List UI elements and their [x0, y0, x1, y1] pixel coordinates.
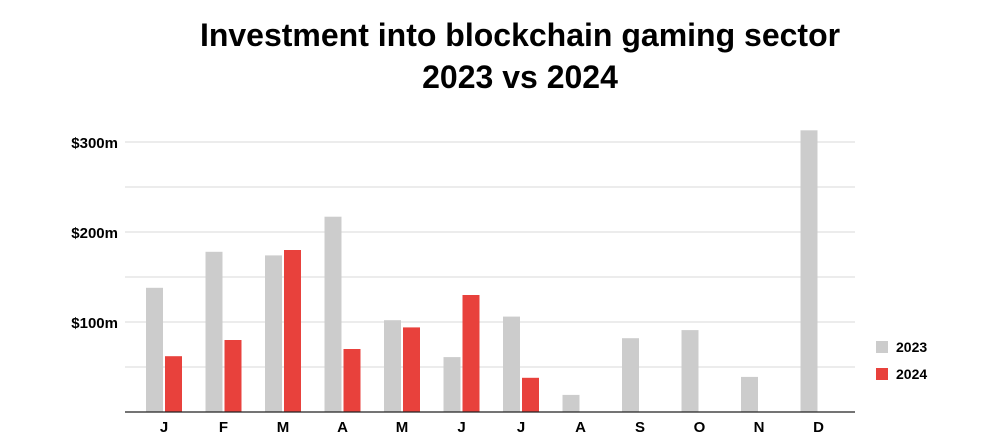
bar-2024-7: [522, 377, 539, 412]
chart-title: Investment into blockchain gaming sector…: [0, 14, 1000, 98]
bar-2023-8: [562, 394, 580, 412]
bar-2023-11: [741, 376, 758, 412]
x-category-label: S: [635, 419, 645, 436]
x-category-label: J: [517, 419, 525, 436]
bar-2024-4: [343, 349, 361, 412]
bar-2023-6: [443, 357, 461, 412]
x-category-label: J: [160, 419, 168, 436]
x-category-label: M: [277, 419, 290, 436]
bar-2023-2: [205, 251, 223, 412]
y-axis-ticks: $100m $200m $300m: [71, 135, 118, 332]
bar-2023-9: [622, 338, 639, 412]
x-category-label: D: [813, 419, 824, 436]
gridlines: [125, 141, 855, 368]
bar-2023-7: [503, 316, 520, 412]
x-category-label: N: [754, 419, 765, 436]
legend: 2023 2024: [876, 339, 927, 382]
x-category-label: M: [396, 419, 409, 436]
x-category-label: F: [219, 419, 228, 436]
legend-label-2023: 2023: [896, 339, 927, 355]
bar-2024-2: [224, 340, 242, 412]
bar-2024-6: [462, 295, 480, 412]
legend-swatch-2024: [876, 368, 888, 380]
y-tick-label: $300m: [71, 135, 118, 152]
y-tick-label: $200m: [71, 225, 118, 242]
bar-2023-10: [681, 330, 699, 412]
x-category-label: J: [457, 419, 465, 436]
bar-2024-1: [165, 356, 182, 412]
x-category-label: A: [575, 419, 586, 436]
bars: [146, 130, 818, 413]
legend-swatch-2023: [876, 341, 888, 353]
chart-title-line2: 2023 vs 2024: [422, 59, 618, 95]
bar-2023-4: [324, 216, 342, 412]
x-category-label: O: [694, 419, 706, 436]
bar-2024-3: [284, 250, 301, 412]
legend-label-2024: 2024: [896, 366, 927, 382]
bar-2023-5: [384, 320, 401, 412]
bar-2024-5: [403, 327, 420, 412]
chart-title-line1: Investment into blockchain gaming sector: [199, 17, 841, 53]
bar-2023-1: [146, 287, 163, 412]
bar-2023-3: [265, 255, 282, 412]
y-tick-label: $100m: [71, 315, 118, 332]
x-category-label: A: [337, 419, 348, 436]
bar-2023-12: [800, 130, 818, 413]
